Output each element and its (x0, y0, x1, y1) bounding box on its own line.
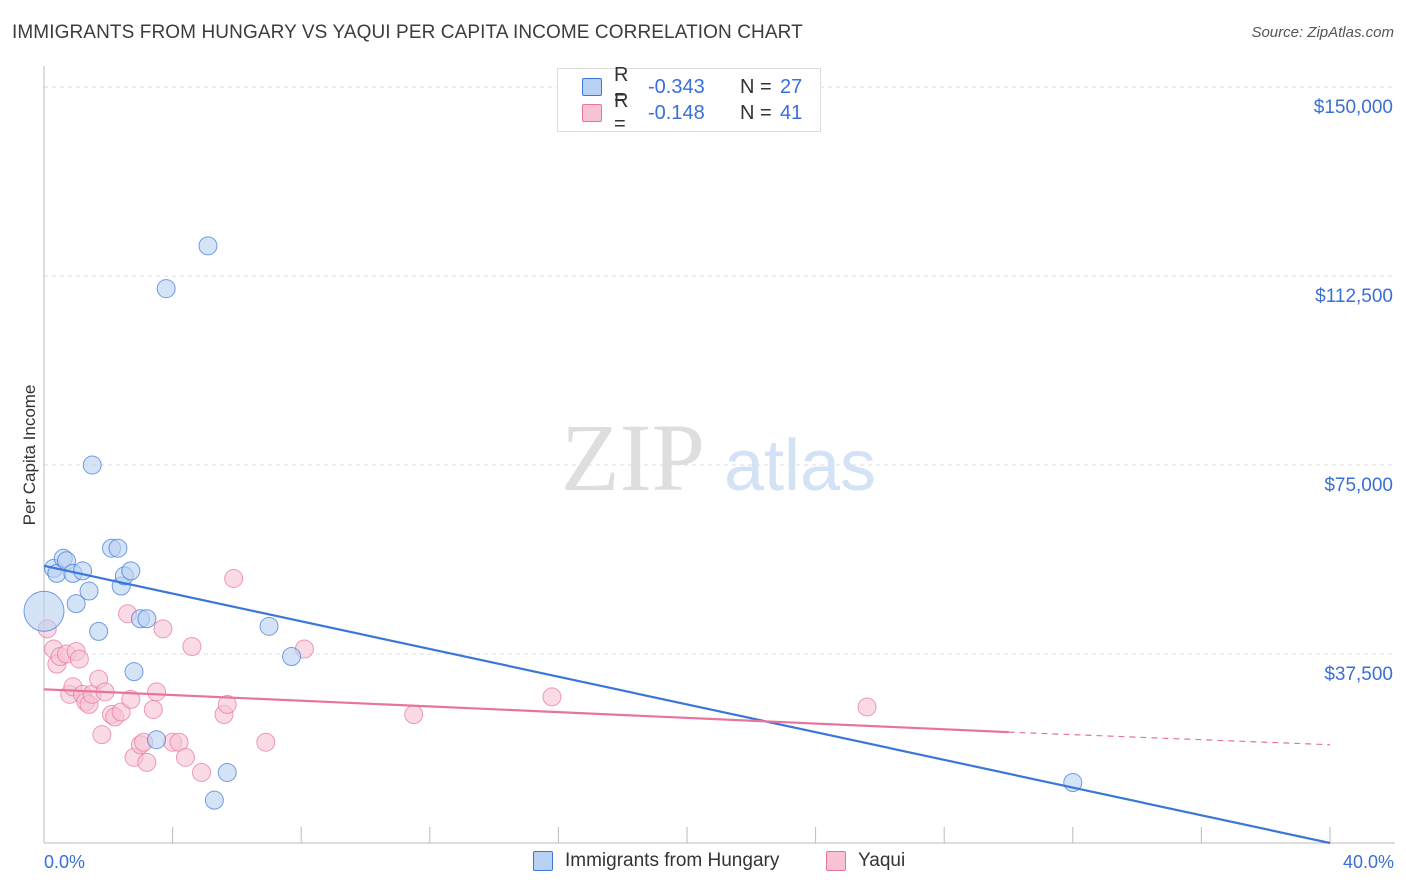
x-tick-right: 40.0% (1342, 852, 1394, 872)
watermark-atlas: atlas (724, 426, 876, 506)
y-tick-label-3: $150,000 (1314, 97, 1393, 118)
legend-swatch-yaqui (582, 104, 602, 122)
yaqui-point-27 (153, 619, 173, 639)
legend-swatch-hungary (582, 78, 602, 96)
hungary-point-25 (282, 647, 302, 667)
series-legend: Immigrants from Hungary Yaqui (0, 850, 1406, 878)
hungary-point-24 (259, 616, 279, 636)
legend-r-value-yaqui: -0.148 (648, 101, 705, 124)
watermark: ZIP atlas (561, 404, 876, 511)
yaqui-point-32 (192, 762, 212, 782)
hungary-point-22 (204, 790, 224, 810)
gridlines (44, 86, 1395, 655)
yaqui-point-36 (256, 732, 276, 752)
yaqui-point-30 (175, 747, 195, 767)
yaqui-trend-extension (1008, 731, 1331, 746)
hungary-point-10 (89, 621, 109, 641)
legend-n-value-yaqui: 41 (780, 101, 803, 124)
yaqui-point-38 (404, 705, 424, 724)
y-tick-label-1: $75,000 (1324, 475, 1393, 496)
y-tick-label-2: $112,500 (1315, 286, 1393, 307)
yaqui-point-20 (121, 689, 141, 709)
legend-item-yaqui[interactable]: Yaqui (826, 850, 905, 872)
hungary-point-0 (23, 590, 65, 632)
yaqui-point-26 (147, 682, 167, 702)
correlation-legend: R = -0.343 N = 27 R = -0.148 N = 41 (557, 64, 821, 135)
yaqui-point-34 (217, 694, 237, 714)
legend-r-value-hungary: -0.343 (648, 75, 705, 98)
yaqui-point-35 (224, 568, 244, 588)
hungary-points (23, 236, 1083, 810)
hungary-point-7 (73, 561, 93, 581)
legend-label-yaqui: Yaqui (858, 850, 906, 871)
hungary-point-12 (108, 538, 128, 558)
yaqui-point-18 (111, 702, 131, 722)
legend-n-label: N = (740, 101, 772, 124)
hungary-point-6 (66, 594, 86, 614)
legend-swatch-yaqui (826, 851, 846, 871)
hungary-point-20 (156, 279, 176, 299)
hungary-trend-line (43, 564, 1331, 845)
watermark-zip: ZIP (561, 404, 705, 511)
yaqui-point-14 (92, 725, 112, 745)
axes (43, 66, 1395, 844)
x-tick-left: 0.0% (44, 852, 86, 872)
legend-r-label: R = (614, 64, 629, 109)
yaqui-point-31 (182, 636, 202, 656)
trend-lines (43, 564, 1331, 845)
yaqui-point-8 (69, 649, 89, 669)
hungary-point-19 (147, 730, 167, 750)
hungary-point-9 (82, 455, 102, 475)
yaqui-point-40 (857, 697, 877, 717)
chart-title: IMMIGRANTS FROM HUNGARY VS YAQUI PER CAP… (12, 22, 803, 43)
yaqui-trend-line (43, 688, 1009, 734)
y-tick-labels: $37,500 $75,000 $112,500 $150,000 (1314, 97, 1393, 685)
legend-swatch-hungary (533, 851, 553, 871)
yaqui-point-39 (542, 687, 562, 707)
legend-n-label: N = (740, 75, 772, 98)
legend-row-yaqui: R = -0.148 N = 41 (582, 90, 803, 135)
legend-n-value-hungary: 27 (780, 75, 803, 98)
hungary-point-15 (121, 561, 141, 581)
hungary-point-23 (217, 762, 237, 782)
chart-source: Source: ZipAtlas.com (1251, 24, 1394, 41)
legend-item-hungary[interactable]: Immigrants from Hungary (533, 850, 779, 872)
legend-row-hungary: R = -0.343 N = 27 (582, 64, 803, 109)
legend-label-hungary: Immigrants from Hungary (565, 850, 780, 871)
yaqui-points (37, 568, 877, 782)
yaqui-point-25 (143, 699, 163, 719)
yaqui-point-24 (137, 752, 157, 772)
hungary-point-18 (137, 609, 157, 629)
hungary-point-16 (124, 662, 144, 682)
legend-r-label: R = (614, 90, 629, 135)
y-tick-label-0: $37,500 (1324, 664, 1393, 685)
hungary-point-8 (79, 581, 99, 601)
hungary-point-21 (198, 236, 218, 256)
